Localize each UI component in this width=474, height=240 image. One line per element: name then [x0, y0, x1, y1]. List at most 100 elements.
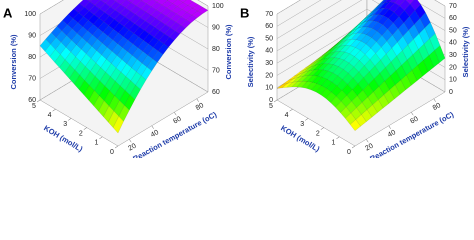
- surface-patch: [326, 44, 337, 54]
- surface-patch: [345, 39, 357, 46]
- y-tick-label: 60: [172, 116, 182, 126]
- x-tick-label: 3: [63, 121, 67, 128]
- y-tick-label: 20: [127, 143, 137, 153]
- panel: 0 0 10 10 20 20 30 30 40 40 50 50 60 60 70 70 0 1 2 3 4 5 20 40…: [240, 0, 470, 158]
- surface-patch: [327, 64, 339, 74]
- y-tick-label: 40: [387, 129, 397, 139]
- surface-patch: [140, 0, 143, 1]
- surface-patch: [287, 77, 299, 84]
- z-tick-label: 80: [28, 54, 36, 61]
- surface-patch: [378, 94, 389, 109]
- x-tick: [289, 108, 293, 112]
- y-tick: [129, 139, 132, 143]
- surface-patch: [350, 32, 363, 40]
- surface-patch: [108, 110, 119, 128]
- surface-patch: [64, 64, 76, 79]
- surface-patch: [335, 39, 347, 48]
- surface-patch: [296, 81, 308, 88]
- z-tick-label: 70: [449, 3, 457, 10]
- z-tick-label: 100: [24, 11, 36, 18]
- surface-patch: [380, 0, 385, 3]
- surface-patch: [164, 27, 176, 38]
- surface-patch: [85, 58, 97, 72]
- surface-patch: [127, 43, 139, 56]
- x-tick: [52, 108, 56, 112]
- surface-patch: [351, 26, 363, 35]
- surface-patch: [121, 51, 133, 64]
- surface-patch: [73, 74, 85, 90]
- surface-patch: [306, 75, 318, 83]
- x-tick-label: 4: [285, 112, 289, 119]
- y-tick: [366, 139, 369, 143]
- y-tick-label: 40: [150, 129, 160, 139]
- surface-patch: [166, 0, 169, 1]
- x-tick: [336, 136, 340, 140]
- surface-patch: [44, 44, 56, 57]
- x-tick-label: 2: [316, 130, 320, 137]
- z-tick-label: 30: [265, 60, 273, 67]
- y-tick: [196, 98, 199, 102]
- panel: 60 60 70 70 80 80 90 90 100 100 0 1 2 3 4 5 20 40 60 80 A Con…: [3, 0, 233, 158]
- surface-patch: [345, 32, 358, 41]
- y-tick: [388, 125, 391, 129]
- x-tick-label: 2: [79, 130, 83, 137]
- surface-patch: [113, 0, 118, 2]
- surface-patch: [55, 30, 67, 43]
- surface-patch: [358, 16, 370, 26]
- z-tick-label: 60: [212, 89, 220, 96]
- z-tick-label: 10: [449, 77, 457, 84]
- x-tick-label: 4: [48, 112, 52, 119]
- z-tick-label: 20: [449, 64, 457, 71]
- surface-patch: [315, 52, 327, 61]
- x-tick: [273, 99, 278, 103]
- x-tick: [351, 145, 356, 149]
- surface-patch: [326, 81, 338, 93]
- surface-patch: [324, 51, 336, 60]
- surface-patch: [309, 57, 321, 66]
- surface-patch: [333, 58, 345, 67]
- surface-patch: [103, 105, 115, 123]
- x-tick: [83, 127, 87, 130]
- y-tick: [433, 98, 436, 102]
- x-tick: [114, 145, 119, 149]
- z-tick-label: 40: [265, 48, 273, 55]
- surface-patch: [320, 88, 332, 99]
- surface-patch: [379, 1, 391, 9]
- surface-patch: [118, 105, 130, 122]
- surface-patch: [337, 33, 349, 44]
- surface-patch: [93, 95, 105, 112]
- panel-label: B: [240, 5, 249, 20]
- z-axis-label: Conversion (%): [224, 24, 233, 80]
- surface-patch: [368, 8, 380, 17]
- y-tick-label: 20: [364, 143, 374, 153]
- surface-patch: [343, 62, 355, 74]
- surface-patch: [110, 67, 122, 82]
- surface-patch: [141, 66, 152, 81]
- surface-patch: [353, 19, 365, 29]
- surface-patch: [87, 0, 92, 2]
- surface-patch: [337, 69, 349, 80]
- surface-patch: [423, 55, 434, 73]
- surface-patch: [315, 85, 327, 96]
- figure: 606070708080909010010001234520406080ACon…: [3, 0, 470, 158]
- surface-patch: [356, 26, 368, 34]
- surface-patch: [345, 112, 357, 125]
- surface-patch: [346, 28, 358, 37]
- z-tick-label: 100: [212, 3, 224, 10]
- surface-patch: [312, 69, 324, 77]
- surface-patch: [316, 51, 327, 60]
- surface-patch: [350, 39, 362, 48]
- surface-patch: [349, 119, 361, 132]
- surface-patch: [293, 69, 305, 77]
- surface-patch: [334, 45, 346, 53]
- surface-patch: [281, 82, 293, 89]
- surface-patch: [344, 45, 356, 54]
- surface-patch: [401, 59, 413, 76]
- surface-patch: [305, 60, 316, 69]
- surface-patch: [340, 39, 352, 47]
- surface-patch: [291, 76, 304, 83]
- z-tick-label: 80: [212, 46, 220, 53]
- x-tick: [36, 99, 41, 103]
- z-tick-label: 30: [449, 52, 457, 59]
- z-tick-label: 0: [269, 97, 273, 104]
